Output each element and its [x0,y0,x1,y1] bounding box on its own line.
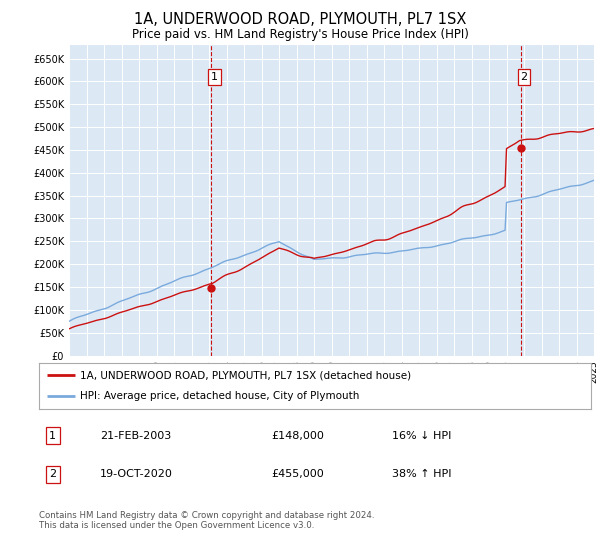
Text: £455,000: £455,000 [271,469,323,479]
Text: 38% ↑ HPI: 38% ↑ HPI [392,469,452,479]
Text: Contains HM Land Registry data © Crown copyright and database right 2024.
This d: Contains HM Land Registry data © Crown c… [39,511,374,530]
Text: 2: 2 [520,72,527,82]
Text: 1A, UNDERWOOD ROAD, PLYMOUTH, PL7 1SX: 1A, UNDERWOOD ROAD, PLYMOUTH, PL7 1SX [134,12,466,27]
Text: 19-OCT-2020: 19-OCT-2020 [100,469,173,479]
Text: HPI: Average price, detached house, City of Plymouth: HPI: Average price, detached house, City… [80,391,360,402]
Text: Price paid vs. HM Land Registry's House Price Index (HPI): Price paid vs. HM Land Registry's House … [131,28,469,41]
Text: 2: 2 [49,469,56,479]
Text: £148,000: £148,000 [271,431,324,441]
Text: 1A, UNDERWOOD ROAD, PLYMOUTH, PL7 1SX (detached house): 1A, UNDERWOOD ROAD, PLYMOUTH, PL7 1SX (d… [80,370,412,380]
Text: 16% ↓ HPI: 16% ↓ HPI [392,431,452,441]
Text: 1: 1 [211,72,218,82]
Text: 21-FEB-2003: 21-FEB-2003 [100,431,171,441]
Text: 1: 1 [49,431,56,441]
